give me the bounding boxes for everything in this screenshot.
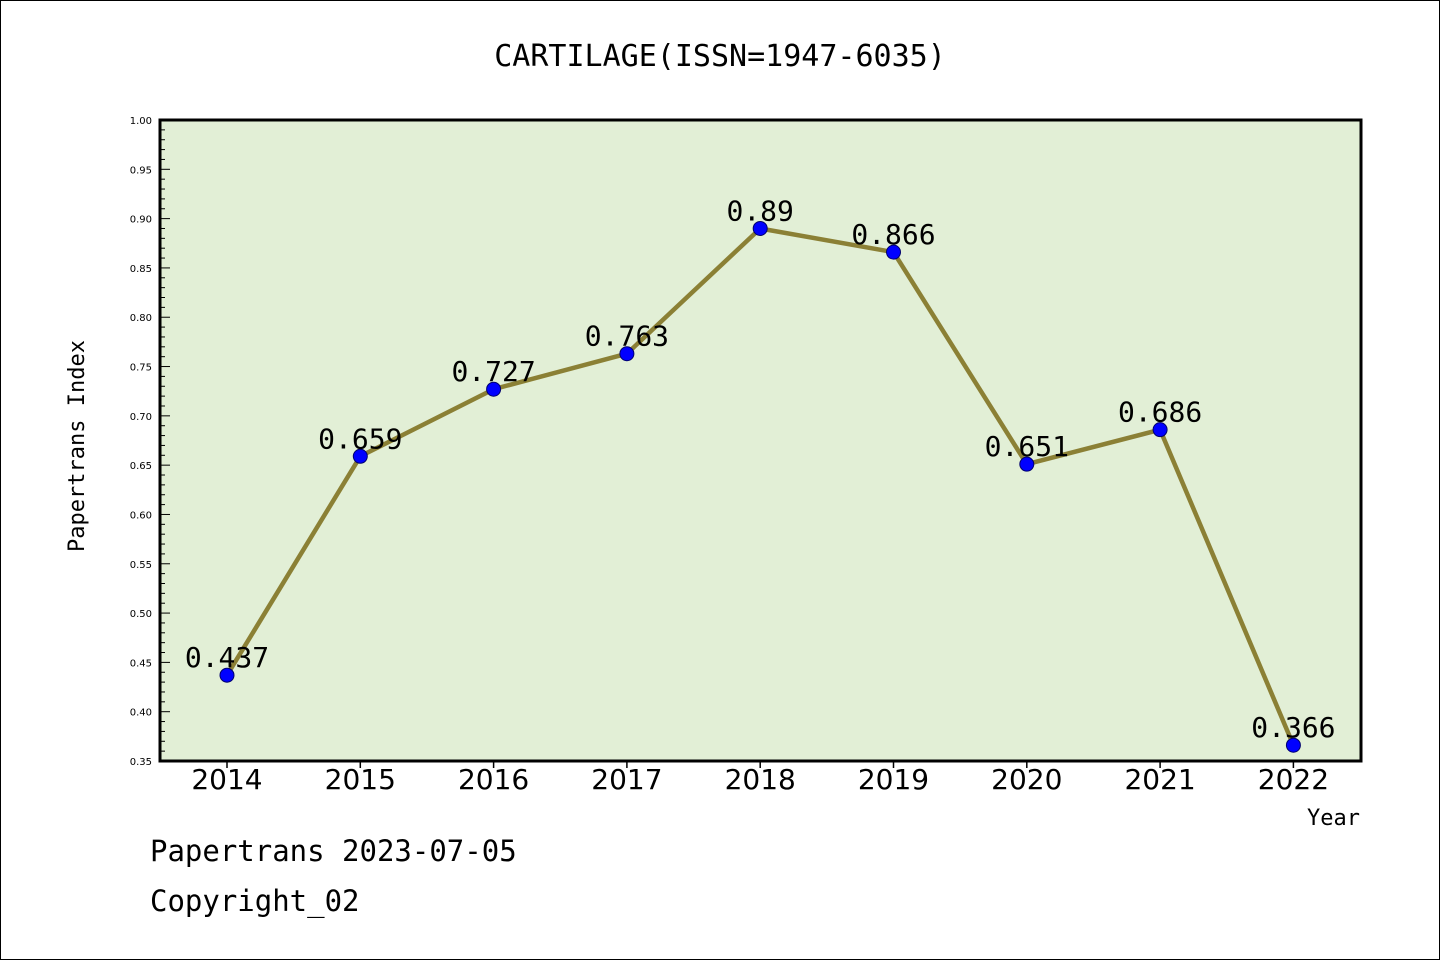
data-points xyxy=(219,220,1301,753)
data-label: 0.727 xyxy=(451,355,535,388)
x-tick-label: 2014 xyxy=(191,763,262,796)
footer-copyright-text: Copyright_02 xyxy=(150,884,360,918)
y-axis-label: Papertrans Index xyxy=(65,340,90,552)
y-tick-label: 0.55 xyxy=(130,560,152,571)
y-tick-label: 1.00 xyxy=(130,116,152,127)
x-tick-label: 2015 xyxy=(325,763,396,796)
data-label: 0.651 xyxy=(985,430,1069,463)
y-tick-label: 0.80 xyxy=(130,313,152,324)
x-tick-label: 2020 xyxy=(991,763,1062,796)
y-tick-label: 0.45 xyxy=(130,658,152,669)
y-tick-label: 0.40 xyxy=(130,708,152,719)
data-point-marker xyxy=(752,220,768,236)
y-tick-label: 0.65 xyxy=(130,461,152,472)
data-label: 0.659 xyxy=(318,422,402,455)
data-point-marker xyxy=(1152,422,1168,438)
x-axis-label: Year xyxy=(1307,806,1360,831)
data-point-marker xyxy=(619,346,635,362)
chart-title: CARTILAGE(ISSN=1947-6035) xyxy=(494,39,946,74)
data-point-marker xyxy=(352,448,368,464)
data-label: 0.763 xyxy=(585,320,669,353)
x-tick-label: 2018 xyxy=(725,763,796,796)
footer-date-text: Papertrans 2023-07-05 xyxy=(150,834,517,868)
x-tick-label: 2021 xyxy=(1124,763,1195,796)
y-axis: 0.35 0.40 0.45 0.50 0.55 0.60 0.65 0.70 0.75 0.80… xyxy=(130,116,170,768)
data-point-marker xyxy=(219,667,235,683)
y-tick-label: 0.90 xyxy=(130,215,152,226)
plot-border xyxy=(158,118,1363,763)
data-label: 0.686 xyxy=(1118,396,1202,429)
y-tick-label: 0.35 xyxy=(130,757,152,768)
data-label: 0.866 xyxy=(851,218,935,251)
data-point-marker xyxy=(1019,456,1035,472)
y-tick-label: 0.85 xyxy=(130,264,152,275)
y-tick-label: 0.70 xyxy=(130,412,152,423)
data-label: 0.437 xyxy=(185,641,269,674)
y-tick-label: 0.50 xyxy=(130,609,152,620)
data-point-marker xyxy=(486,381,502,397)
x-tick-label: 2019 xyxy=(858,763,929,796)
data-label: 0.366 xyxy=(1251,711,1335,744)
data-label: 0.89 xyxy=(726,194,793,227)
data-point-marker xyxy=(886,244,901,260)
x-tick-label: 2022 xyxy=(1258,763,1329,796)
data-point-marker xyxy=(1285,737,1301,753)
x-axis: 2014 2015 2016 2017 2018 2019 2020 2021 2022 xyxy=(191,761,1329,796)
x-tick-label: 2016 xyxy=(458,763,529,796)
data-labels: 0.437 0.659 0.727 0.763 0.89 0.866 0.651 0.686 0… xyxy=(185,194,1336,744)
y-tick-label: 0.60 xyxy=(130,510,152,521)
y-tick-label: 0.95 xyxy=(130,165,152,176)
x-tick-label: 2017 xyxy=(591,763,662,796)
y-tick-label: 0.75 xyxy=(130,363,152,374)
